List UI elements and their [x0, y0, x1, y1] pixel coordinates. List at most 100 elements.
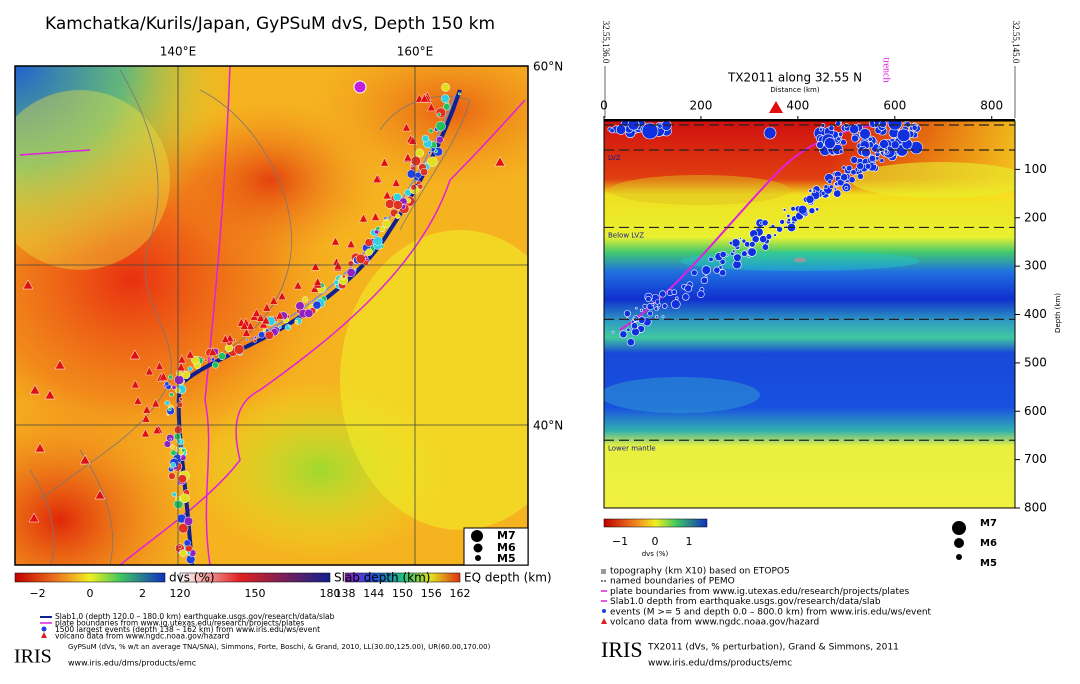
boundary-label: Below LVZ — [608, 231, 644, 239]
event — [436, 135, 444, 144]
volcano — [277, 291, 287, 300]
events — [607, 121, 923, 347]
colorbars: −2 0 2 dvs (%) 120 150 180 Slab depth (km) 138 14… — [14, 571, 552, 600]
y-tick-label: 500 — [1024, 355, 1047, 369]
map-notes: Slab1.0 (depth 120.0 – 180.0 km) earthqu… — [40, 612, 335, 641]
event — [609, 128, 615, 134]
event — [177, 474, 187, 484]
map-title: Kamchatka/Kurils/Japan, GyPSuM dvS, Dept… — [45, 14, 495, 34]
legend-label: M6 — [980, 538, 997, 549]
event — [884, 149, 889, 154]
volcano — [130, 379, 140, 389]
y-tick-label: 100 — [1024, 162, 1047, 176]
event — [890, 140, 900, 150]
event — [647, 310, 654, 317]
volcano — [359, 213, 368, 223]
event — [379, 226, 385, 233]
event — [204, 358, 208, 362]
volcano — [34, 442, 46, 453]
colorbar-tick: 0 — [652, 535, 659, 548]
event — [171, 384, 177, 390]
event — [851, 134, 859, 143]
event — [245, 338, 249, 342]
x-tick-label: 0 — [600, 99, 608, 113]
event — [833, 189, 842, 198]
events — [22, 80, 506, 564]
event — [719, 258, 726, 265]
event — [180, 493, 190, 504]
event — [168, 374, 174, 380]
y-tick-label: 800 — [1024, 501, 1047, 515]
volcano — [391, 177, 401, 187]
volcano — [402, 122, 411, 132]
event — [623, 310, 631, 318]
section-axes: 0 200 400 600 800 100 200 300 400 500 600 700 800 — [600, 99, 1047, 515]
event — [173, 432, 182, 441]
event — [701, 265, 711, 275]
event — [393, 200, 403, 210]
event — [812, 189, 817, 194]
volcano — [372, 174, 382, 183]
event — [719, 250, 727, 258]
event — [661, 303, 668, 309]
colorbar-tick: 150 — [245, 587, 266, 600]
event — [164, 381, 170, 387]
volcano — [141, 413, 151, 423]
volcano — [141, 428, 150, 438]
event — [417, 183, 424, 190]
event — [820, 190, 826, 196]
event — [845, 164, 853, 172]
event — [713, 266, 721, 274]
volcano — [346, 239, 356, 248]
volcano — [331, 236, 340, 246]
event — [700, 276, 709, 285]
legend-label: M7 — [497, 529, 516, 542]
event — [838, 131, 844, 137]
event — [857, 173, 864, 180]
event — [911, 124, 918, 131]
note: named boundaries of PEMO — [610, 577, 735, 587]
note: volcano data from www.ngdc.noaa.gov/haza… — [55, 632, 230, 641]
event — [169, 437, 173, 441]
event — [761, 219, 769, 227]
x-tick-label: 600 — [883, 99, 906, 113]
event — [395, 213, 401, 220]
event — [704, 275, 708, 278]
map-area — [15, 66, 528, 565]
event — [639, 308, 644, 312]
event — [850, 156, 859, 164]
event — [782, 208, 787, 212]
volcano — [371, 212, 380, 221]
legend-label: M7 — [980, 518, 997, 529]
event — [253, 335, 258, 340]
event — [374, 229, 380, 235]
event — [808, 188, 813, 193]
map-frame — [14, 65, 529, 566]
event — [741, 238, 747, 244]
event — [264, 330, 274, 340]
event — [763, 126, 777, 140]
event — [353, 80, 367, 94]
event — [790, 206, 796, 212]
event — [864, 163, 872, 170]
volcano — [293, 280, 303, 290]
volcano — [129, 349, 141, 360]
boundary-label: Lower mantle — [608, 444, 656, 452]
y-tick-label: 600 — [1024, 404, 1047, 418]
volcano — [246, 321, 255, 330]
event — [728, 241, 734, 246]
event — [288, 324, 292, 328]
note: 1500 largest events (depth 138 – 162 km)… — [55, 625, 320, 634]
volcano — [159, 371, 168, 381]
note: volcano data from www.ngdc.noaa.gov/haza… — [610, 618, 819, 628]
event — [183, 539, 191, 547]
event — [179, 455, 183, 458]
volcano — [22, 279, 34, 290]
citation: TX2011 (dVs, % perturbation), Grand & Si… — [647, 643, 899, 653]
event — [342, 274, 346, 279]
event — [875, 156, 880, 161]
volcano — [208, 347, 218, 356]
colorbar-tick: 156 — [421, 587, 442, 600]
event — [457, 92, 461, 96]
